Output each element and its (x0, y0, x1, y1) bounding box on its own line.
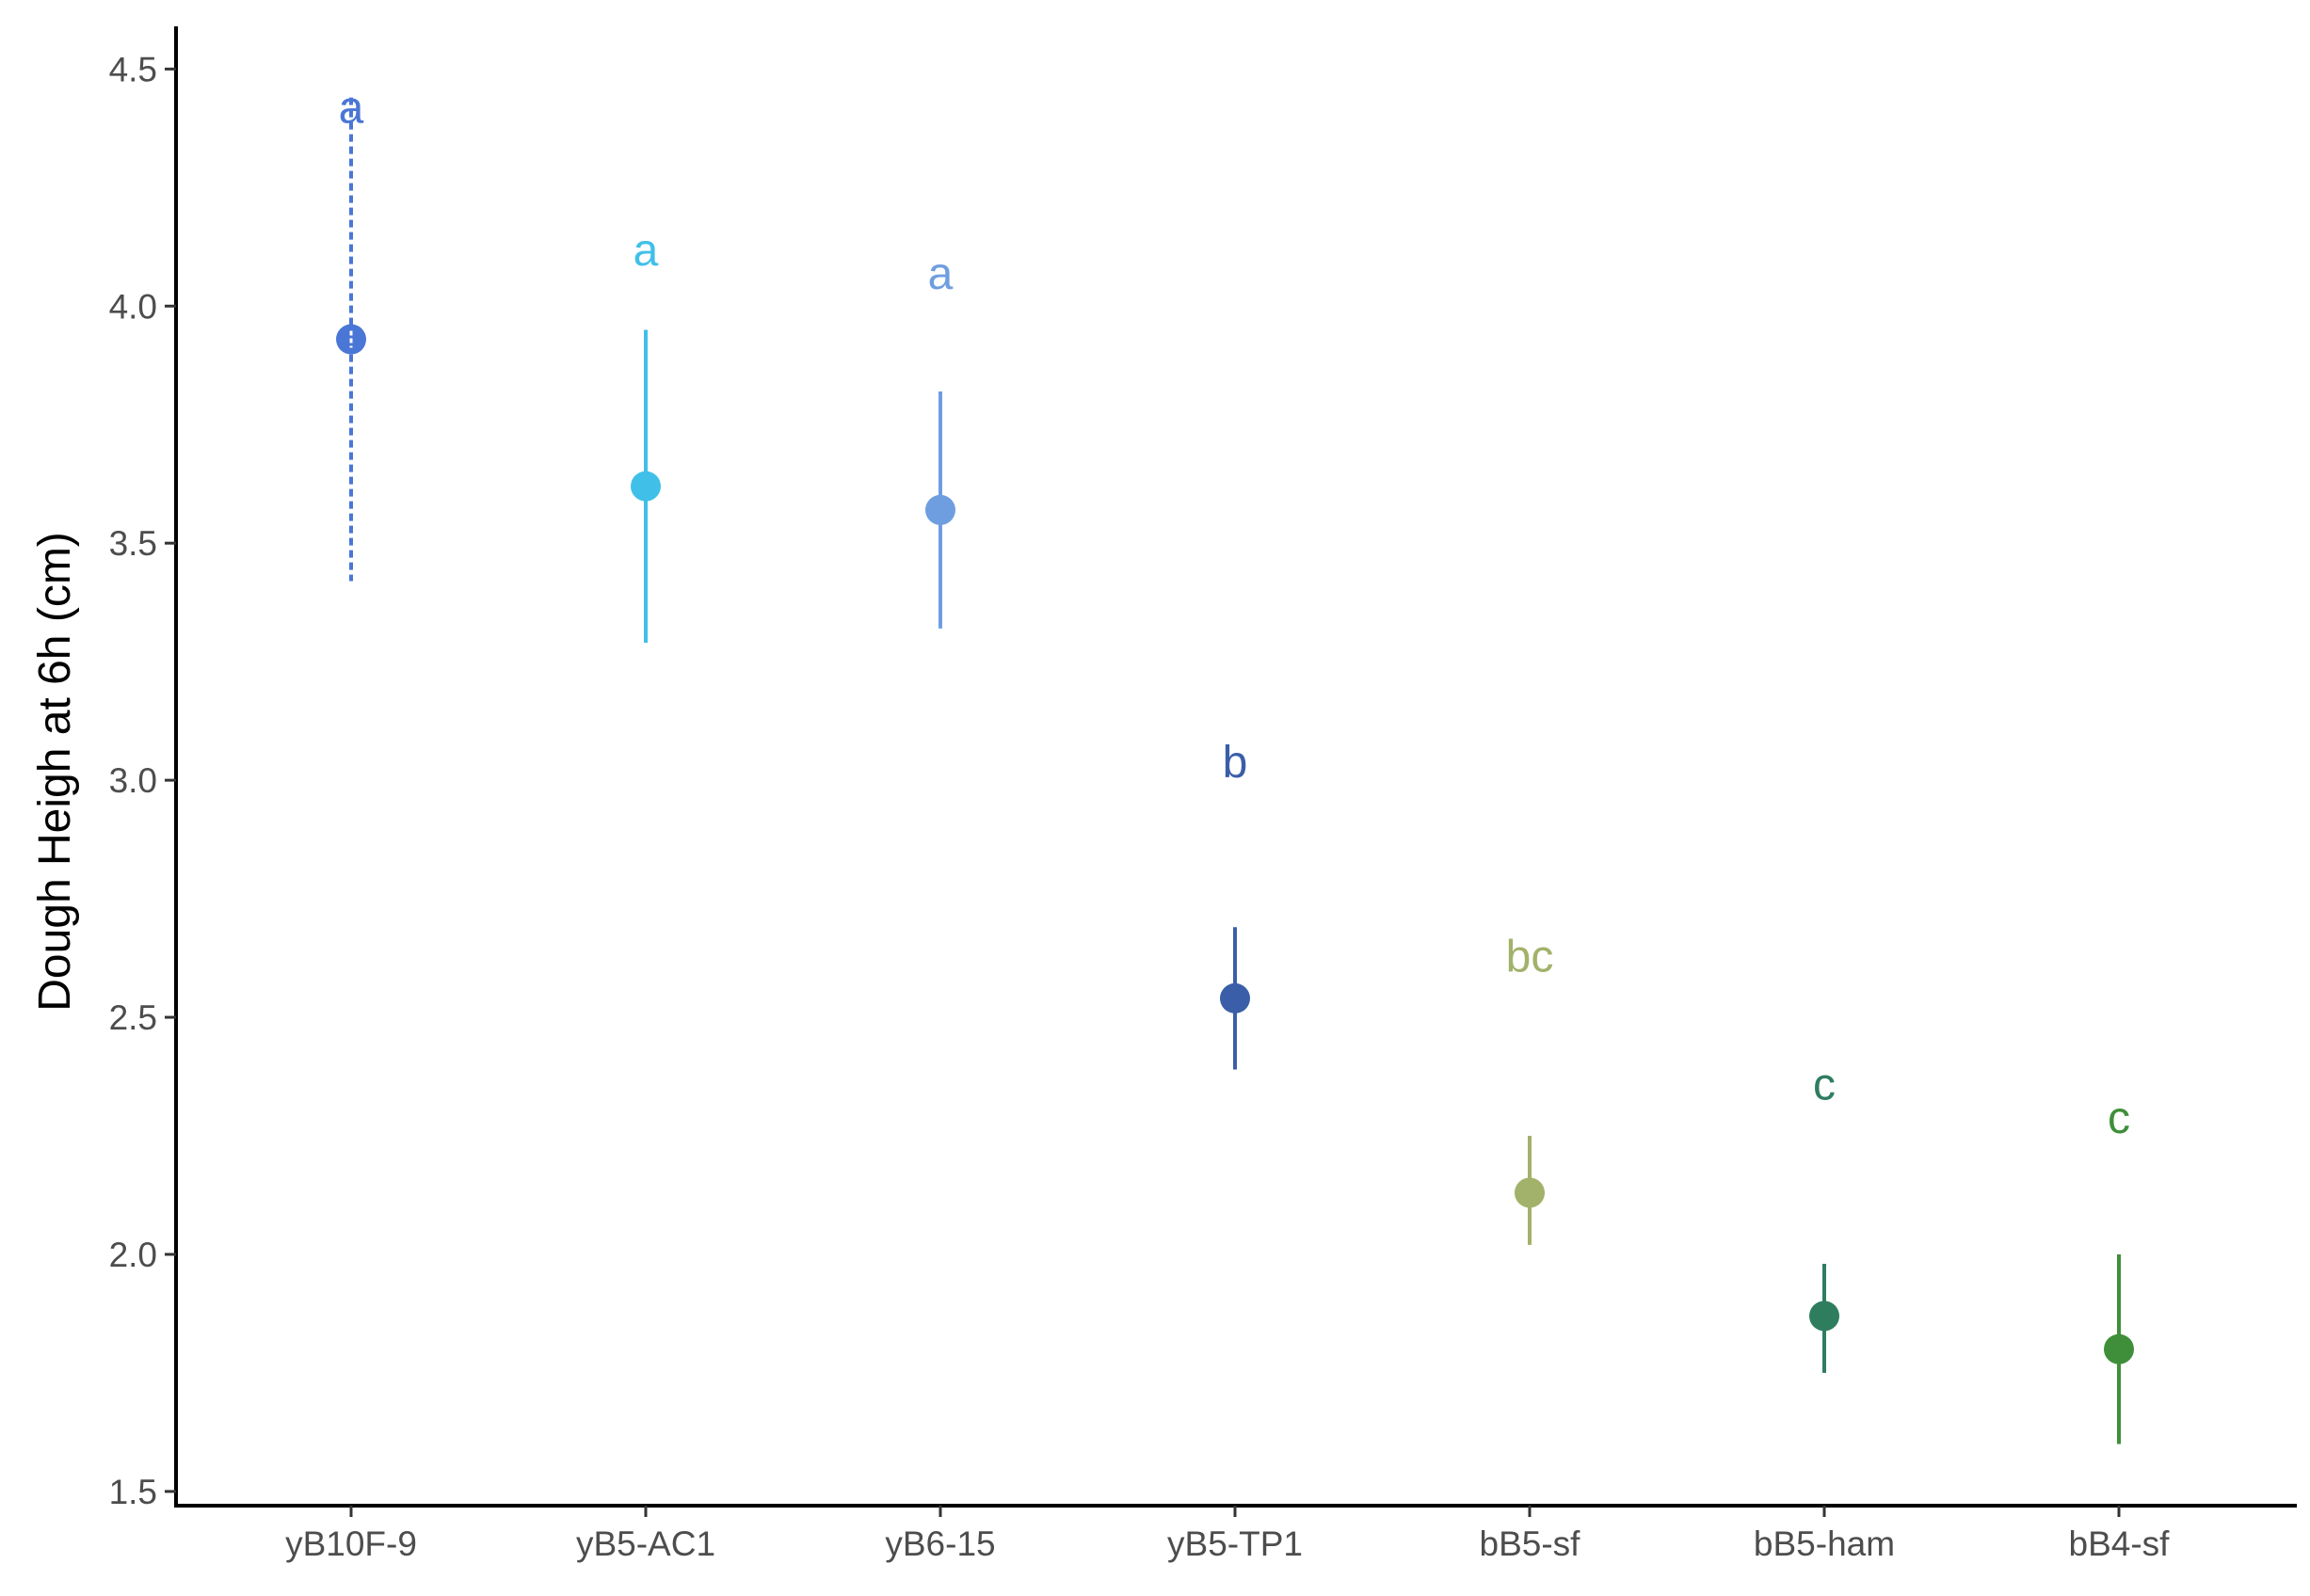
mean-point (631, 471, 661, 502)
x-tick-label: bB5-ham (1754, 1524, 1895, 1563)
group-letter-label: c (2108, 1093, 2130, 1143)
data-point-group: b (1220, 738, 1250, 1070)
group-letter-label: a (339, 84, 364, 134)
group-letter-label: bc (1506, 933, 1554, 982)
data-point-group: a (925, 249, 955, 629)
x-ticks: yB10F-9 yB5-AC1 yB6-15 yB5-TP1 bB5-sf bB5-ham… (285, 1506, 2170, 1563)
marks: a a a b bc c c (336, 84, 2134, 1444)
x-tick-label: yB5-AC1 (576, 1524, 715, 1563)
data-point-group: bc (1506, 933, 1554, 1245)
group-letter-label: b (1223, 738, 1248, 788)
y-axis-title: Dough Heigh at 6h (cm) (30, 532, 80, 1012)
y-tick-label: 4.5 (109, 50, 157, 88)
group-letter-label: c (1813, 1061, 1836, 1110)
mean-point (1809, 1301, 1839, 1332)
data-point-group: a (631, 226, 661, 643)
x-tick-label: bB4-sf (2069, 1524, 2171, 1563)
y-tick-label: 1.5 (109, 1473, 157, 1511)
y-tick-label: 3.5 (109, 524, 157, 563)
x-tick-label: yB6-15 (885, 1524, 995, 1563)
y-tick-label: 2.0 (109, 1236, 157, 1274)
mean-point (925, 494, 955, 525)
group-letter-label: a (928, 249, 954, 299)
y-tick-label: 3.0 (109, 761, 157, 800)
mean-point (2104, 1333, 2134, 1365)
data-point-group: a (336, 84, 366, 582)
y-tick-label: 4.0 (109, 287, 157, 326)
data-point-group: c (1809, 1061, 1839, 1373)
y-ticks: 1.5 2.0 2.5 3.0 3.5 4.0 4.5 (109, 50, 176, 1511)
data-point-group: c (2104, 1093, 2134, 1444)
mean-point (1515, 1177, 1545, 1208)
group-letter-label: a (634, 226, 659, 276)
x-tick-label: bB5-sf (1480, 1524, 1581, 1563)
x-tick-label: yB5-TP1 (1167, 1524, 1303, 1563)
x-tick-label: yB10F-9 (285, 1524, 417, 1563)
mean-point (1220, 982, 1250, 1013)
y-tick-label: 2.5 (109, 998, 157, 1037)
